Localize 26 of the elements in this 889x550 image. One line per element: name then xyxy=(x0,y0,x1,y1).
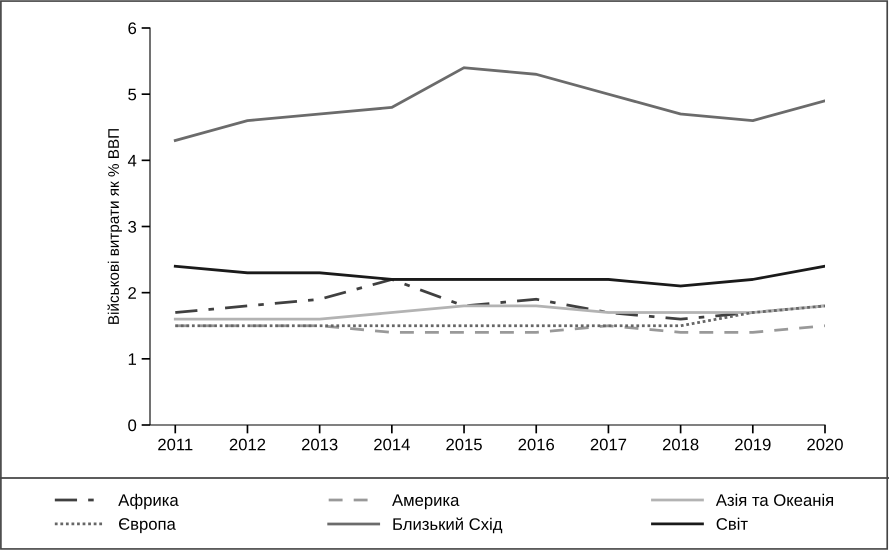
x-tick-label: 2012 xyxy=(230,438,266,450)
x-tick-label: 2015 xyxy=(446,438,482,450)
legend-label: Африка xyxy=(118,494,179,510)
y-tick-label: 6 xyxy=(128,22,136,34)
y-tick-label: 3 xyxy=(128,220,136,233)
x-tick-label: 2011 xyxy=(158,438,192,450)
x-tick-label: 2014 xyxy=(374,438,410,450)
x-tick-label: 2020 xyxy=(807,438,843,450)
y-axis-title: Військові витрати як % ВВП xyxy=(107,129,122,324)
legend-label: Європа xyxy=(119,518,176,534)
line-series xyxy=(174,264,825,288)
y-tick-label: 2 xyxy=(128,287,136,299)
y-tick-label: 0 xyxy=(128,419,136,432)
x-tick-label: 2013 xyxy=(302,438,338,450)
x-tick-label: 2017 xyxy=(590,438,626,450)
line-series xyxy=(174,66,825,142)
legend-label: Світ xyxy=(716,518,748,530)
x-tick-label: 2018 xyxy=(662,438,698,450)
y-tick-label: 4 xyxy=(128,154,136,166)
legend-label: Америка xyxy=(392,494,460,510)
x-tick-label: 2016 xyxy=(518,438,554,450)
legend-label: Азія та Океанія xyxy=(716,494,834,506)
y-tick-label: 5 xyxy=(128,88,136,100)
y-tick-label: 1 xyxy=(128,353,136,365)
x-tick-label: 2019 xyxy=(735,438,771,450)
legend-label: Близький Схід xyxy=(393,518,502,534)
